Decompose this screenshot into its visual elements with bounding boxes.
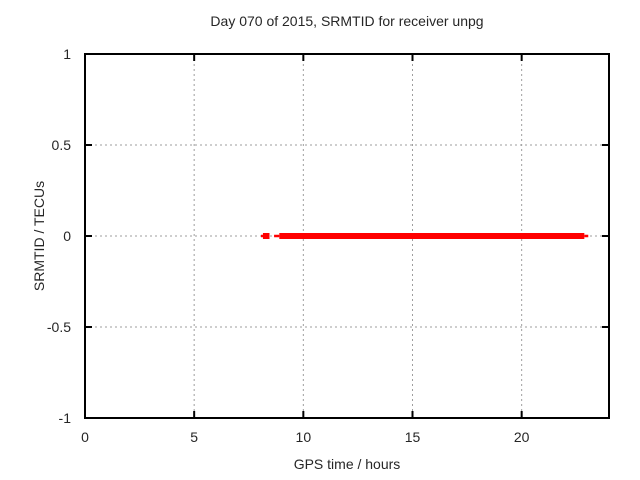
y-tick-label: 0 (63, 228, 71, 244)
data-segment (279, 233, 585, 239)
y-tick-label: 0.5 (52, 137, 72, 153)
x-tick-label: 15 (405, 429, 421, 445)
data-segment (274, 234, 280, 238)
y-tick-label: -1 (59, 410, 72, 426)
data-segment (584, 234, 589, 238)
y-tick-label: -0.5 (47, 319, 71, 335)
data-segment (260, 234, 263, 238)
data-segment (262, 233, 270, 239)
x-tick-label: 0 (81, 429, 89, 445)
x-tick-label: 5 (190, 429, 198, 445)
x-axis-label: GPS time / hours (293, 456, 401, 472)
chart-title: Day 070 of 2015, SRMTID for receiver unp… (210, 13, 484, 29)
y-tick-label: 1 (63, 46, 71, 62)
x-tick-label: 20 (514, 429, 530, 445)
x-tick-label: 10 (296, 429, 312, 445)
